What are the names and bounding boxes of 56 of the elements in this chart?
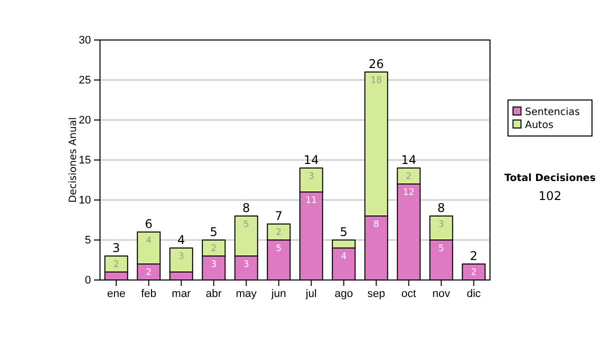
data-label: 5 bbox=[243, 220, 250, 230]
data-label: 3 bbox=[178, 252, 184, 262]
x-tick-label: ene bbox=[107, 288, 126, 300]
data-label: 18 bbox=[370, 76, 382, 86]
y-tick-label: 10 bbox=[78, 194, 91, 207]
text: Total Decisiones bbox=[504, 173, 596, 184]
data-label: 8 bbox=[373, 220, 380, 230]
data-label: 2 bbox=[210, 244, 217, 254]
x-tick-label: mar bbox=[172, 288, 192, 300]
x-tick-label: abr bbox=[206, 288, 222, 300]
x-tick-label: ago bbox=[334, 288, 353, 300]
total-label: 5 bbox=[340, 225, 348, 239]
y-axis-title: Decisiones Anual bbox=[68, 117, 79, 203]
x-tick-label: feb bbox=[141, 288, 156, 300]
data-label: 2 bbox=[113, 260, 120, 270]
data-label: 3 bbox=[438, 220, 444, 230]
total-label: 26 bbox=[368, 57, 384, 71]
y-tick-label: 15 bbox=[78, 154, 91, 167]
data-label: 4 bbox=[340, 252, 347, 262]
data-label: 3 bbox=[308, 172, 314, 182]
data-label: 3 bbox=[243, 260, 250, 270]
total-label: 4 bbox=[177, 233, 186, 247]
legend-label: Autos bbox=[525, 120, 554, 131]
x-tick-label: may bbox=[236, 288, 258, 300]
total-label: 14 bbox=[401, 153, 416, 167]
data-label: 5 bbox=[276, 244, 282, 254]
data-label: 12 bbox=[403, 188, 414, 198]
x-tick-label: sep bbox=[367, 288, 386, 300]
total-label: 3 bbox=[112, 241, 120, 255]
data-label: 2 bbox=[470, 268, 477, 278]
data-label: 11 bbox=[306, 196, 317, 206]
x-tick-label: jun bbox=[270, 288, 286, 300]
x-tick-label: nov bbox=[432, 288, 451, 300]
legend-label: Sentencias bbox=[525, 107, 580, 118]
y-tick-label: 20 bbox=[78, 114, 91, 127]
y-tick-label: 30 bbox=[78, 34, 91, 47]
data-label: 2 bbox=[406, 172, 412, 182]
data-label: 2 bbox=[276, 228, 282, 238]
total-label: 8 bbox=[437, 201, 446, 215]
text: 102 bbox=[538, 189, 562, 203]
data-label: 3 bbox=[210, 260, 217, 270]
data-label: 4 bbox=[146, 236, 152, 246]
x-tick-label: oct bbox=[401, 288, 416, 300]
y-tick-label: 25 bbox=[78, 74, 91, 87]
total-label: 8 bbox=[242, 201, 250, 215]
data-label: 2 bbox=[146, 268, 152, 278]
data-label: 5 bbox=[438, 244, 444, 254]
total-label: 6 bbox=[144, 217, 153, 231]
total-label: 5 bbox=[210, 225, 218, 239]
total-label: 2 bbox=[470, 249, 478, 263]
total-label: 14 bbox=[304, 153, 319, 167]
x-tick-label: dic bbox=[466, 288, 482, 300]
total-label: 7 bbox=[274, 209, 283, 223]
x-tick-label: jul bbox=[304, 288, 317, 300]
y-tick-label: 5 bbox=[84, 234, 91, 247]
y-tick-label: 0 bbox=[84, 274, 91, 287]
